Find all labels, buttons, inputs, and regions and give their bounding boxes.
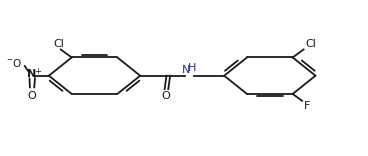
Text: O: O bbox=[27, 91, 36, 101]
Text: N: N bbox=[27, 69, 36, 79]
Text: Cl: Cl bbox=[53, 39, 64, 49]
Text: +: + bbox=[35, 67, 41, 76]
Text: Cl: Cl bbox=[305, 39, 316, 49]
Text: $^{-}$O: $^{-}$O bbox=[7, 57, 22, 69]
Text: F: F bbox=[304, 101, 310, 111]
Text: H: H bbox=[188, 63, 196, 73]
Text: N: N bbox=[182, 65, 190, 75]
Text: O: O bbox=[161, 91, 170, 101]
